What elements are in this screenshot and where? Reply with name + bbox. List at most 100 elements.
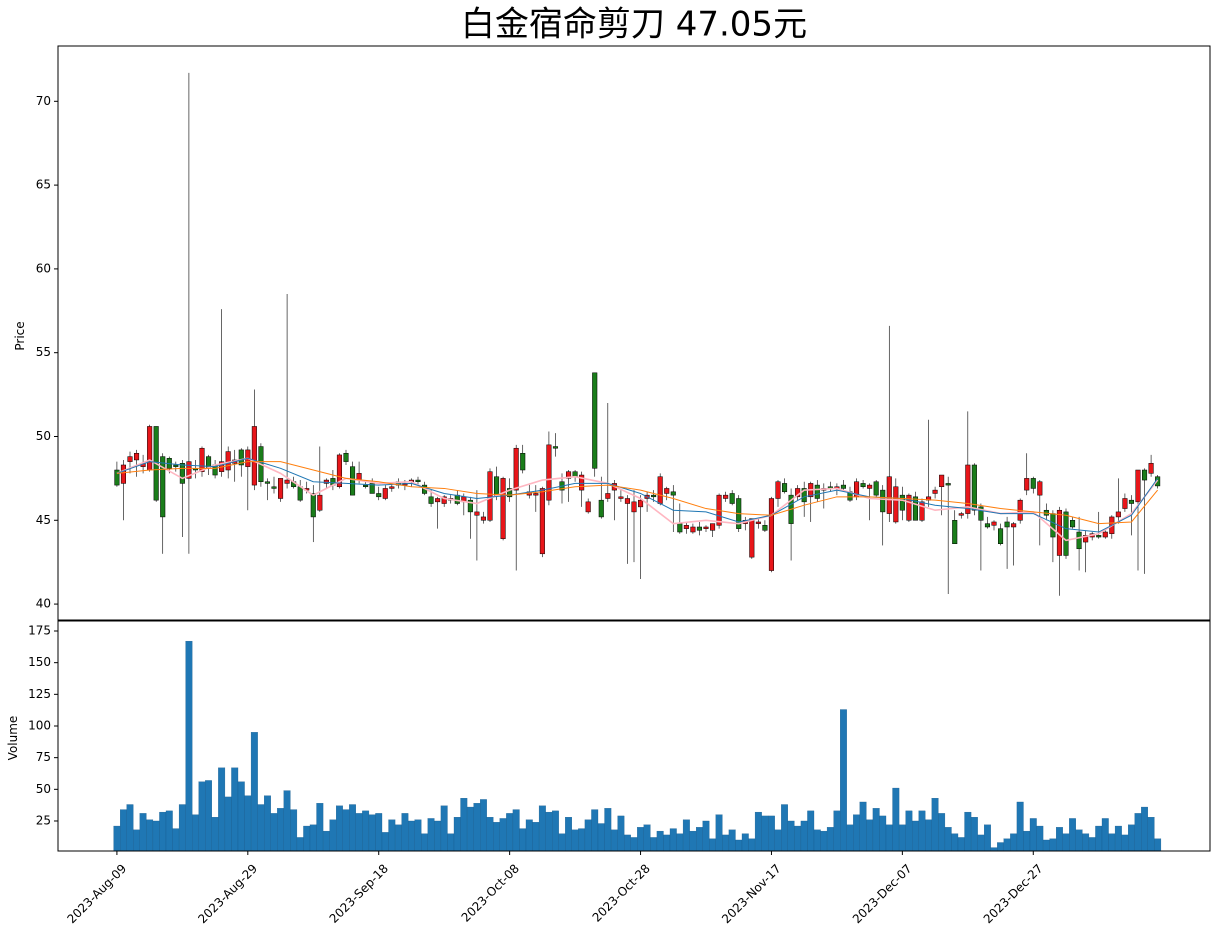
volume-bar bbox=[728, 829, 736, 851]
volume-bar bbox=[931, 798, 939, 851]
candle-body bbox=[670, 491, 676, 496]
volume-bar bbox=[1075, 829, 1083, 851]
volume-bar bbox=[178, 804, 186, 851]
volume-bar bbox=[617, 815, 625, 851]
volume-bar bbox=[918, 810, 926, 851]
volume-bar bbox=[761, 815, 769, 851]
volume-bar bbox=[885, 824, 893, 851]
volume-bar bbox=[1069, 818, 1076, 851]
candle-body bbox=[762, 525, 768, 531]
volume-bar bbox=[1062, 833, 1070, 851]
candle-body bbox=[114, 469, 120, 486]
candle-body bbox=[651, 494, 657, 498]
volume-bar bbox=[597, 823, 605, 851]
candle-body bbox=[631, 501, 637, 513]
candle-body bbox=[1128, 499, 1134, 504]
candle-body bbox=[1024, 478, 1030, 491]
candle-body bbox=[932, 489, 938, 494]
volume-bar bbox=[1036, 825, 1044, 851]
volume-bar bbox=[198, 781, 206, 851]
volume-bar bbox=[290, 809, 298, 851]
candle-body bbox=[480, 516, 486, 521]
volume-bar bbox=[565, 817, 572, 851]
volume-y-tick-label: 175 bbox=[28, 624, 51, 638]
volume-bar bbox=[1154, 838, 1162, 851]
candle-body bbox=[782, 483, 788, 493]
volume-bar bbox=[696, 827, 703, 851]
volume-bar bbox=[1121, 834, 1129, 851]
volume-bar bbox=[231, 767, 239, 851]
volume-bar bbox=[637, 827, 644, 851]
candle-body bbox=[749, 518, 755, 558]
candle-body bbox=[264, 481, 270, 484]
volume-bar bbox=[414, 819, 422, 851]
volume-bar bbox=[977, 834, 985, 851]
volume-bar bbox=[316, 803, 324, 851]
candle-body bbox=[284, 479, 290, 484]
volume-bar bbox=[604, 808, 612, 851]
volume-bar bbox=[401, 813, 409, 851]
candle-body bbox=[552, 446, 558, 449]
candle-body bbox=[958, 513, 964, 516]
volume-bar bbox=[905, 810, 913, 851]
volume-bar bbox=[349, 804, 356, 851]
volume-bar bbox=[394, 824, 402, 851]
volume-bar bbox=[630, 837, 638, 851]
candle-body bbox=[507, 488, 513, 498]
volume-bar bbox=[466, 806, 474, 851]
moving-average-line bbox=[116, 461, 1159, 525]
volume-bar bbox=[133, 829, 140, 851]
volume-bar bbox=[1128, 824, 1135, 851]
volume-bar bbox=[990, 847, 998, 851]
candle-body bbox=[710, 523, 716, 531]
volume-bar bbox=[1010, 833, 1018, 851]
volume-frame bbox=[57, 620, 1211, 852]
volume-bar bbox=[218, 767, 226, 851]
volume-bar bbox=[146, 819, 154, 851]
candle-body bbox=[376, 493, 382, 498]
candle-body bbox=[592, 372, 598, 469]
candle-body bbox=[598, 499, 604, 518]
volume-bar bbox=[702, 820, 710, 851]
volume-bar bbox=[303, 825, 311, 851]
candle-body bbox=[1135, 469, 1141, 503]
volume-bar bbox=[1141, 806, 1148, 851]
volume-bar bbox=[715, 814, 723, 851]
volume-bar bbox=[480, 799, 487, 851]
volume-bar bbox=[1029, 818, 1037, 851]
volume-bar bbox=[1056, 827, 1063, 851]
volume-bar bbox=[1101, 818, 1109, 851]
candle-body bbox=[382, 488, 388, 499]
candle-body bbox=[435, 498, 441, 503]
volume-bar bbox=[493, 822, 500, 851]
candle-body bbox=[696, 526, 702, 531]
candle-body bbox=[723, 494, 729, 499]
volume-bar bbox=[578, 828, 586, 851]
volume-bar bbox=[120, 809, 127, 851]
candle-body bbox=[912, 496, 918, 521]
x-tick-label: 2023-Dec-07 bbox=[850, 861, 915, 926]
volume-bar bbox=[807, 810, 815, 851]
volume-bar bbox=[840, 709, 847, 851]
candle-body bbox=[585, 501, 591, 513]
candle-body bbox=[494, 476, 500, 496]
volume-axis-label: Volume bbox=[6, 716, 20, 761]
candle-body bbox=[814, 484, 820, 499]
volume-bar bbox=[951, 833, 959, 851]
candle-body bbox=[1083, 535, 1089, 543]
y-tick-label: 60 bbox=[36, 261, 51, 275]
volume-bar bbox=[1088, 837, 1096, 851]
volume-bar bbox=[309, 824, 317, 851]
candle-body bbox=[487, 471, 493, 521]
candle-body bbox=[566, 471, 572, 479]
candle-body bbox=[703, 526, 709, 529]
volume-bar bbox=[663, 834, 671, 851]
y-tick-label: 65 bbox=[36, 178, 51, 192]
volume-bar bbox=[538, 805, 546, 851]
candle-body bbox=[186, 461, 192, 479]
volume-bar bbox=[355, 813, 363, 851]
volume-bar bbox=[944, 827, 952, 851]
volume-bar bbox=[519, 828, 527, 851]
candle-body bbox=[1004, 521, 1010, 528]
candle-body bbox=[179, 463, 185, 484]
